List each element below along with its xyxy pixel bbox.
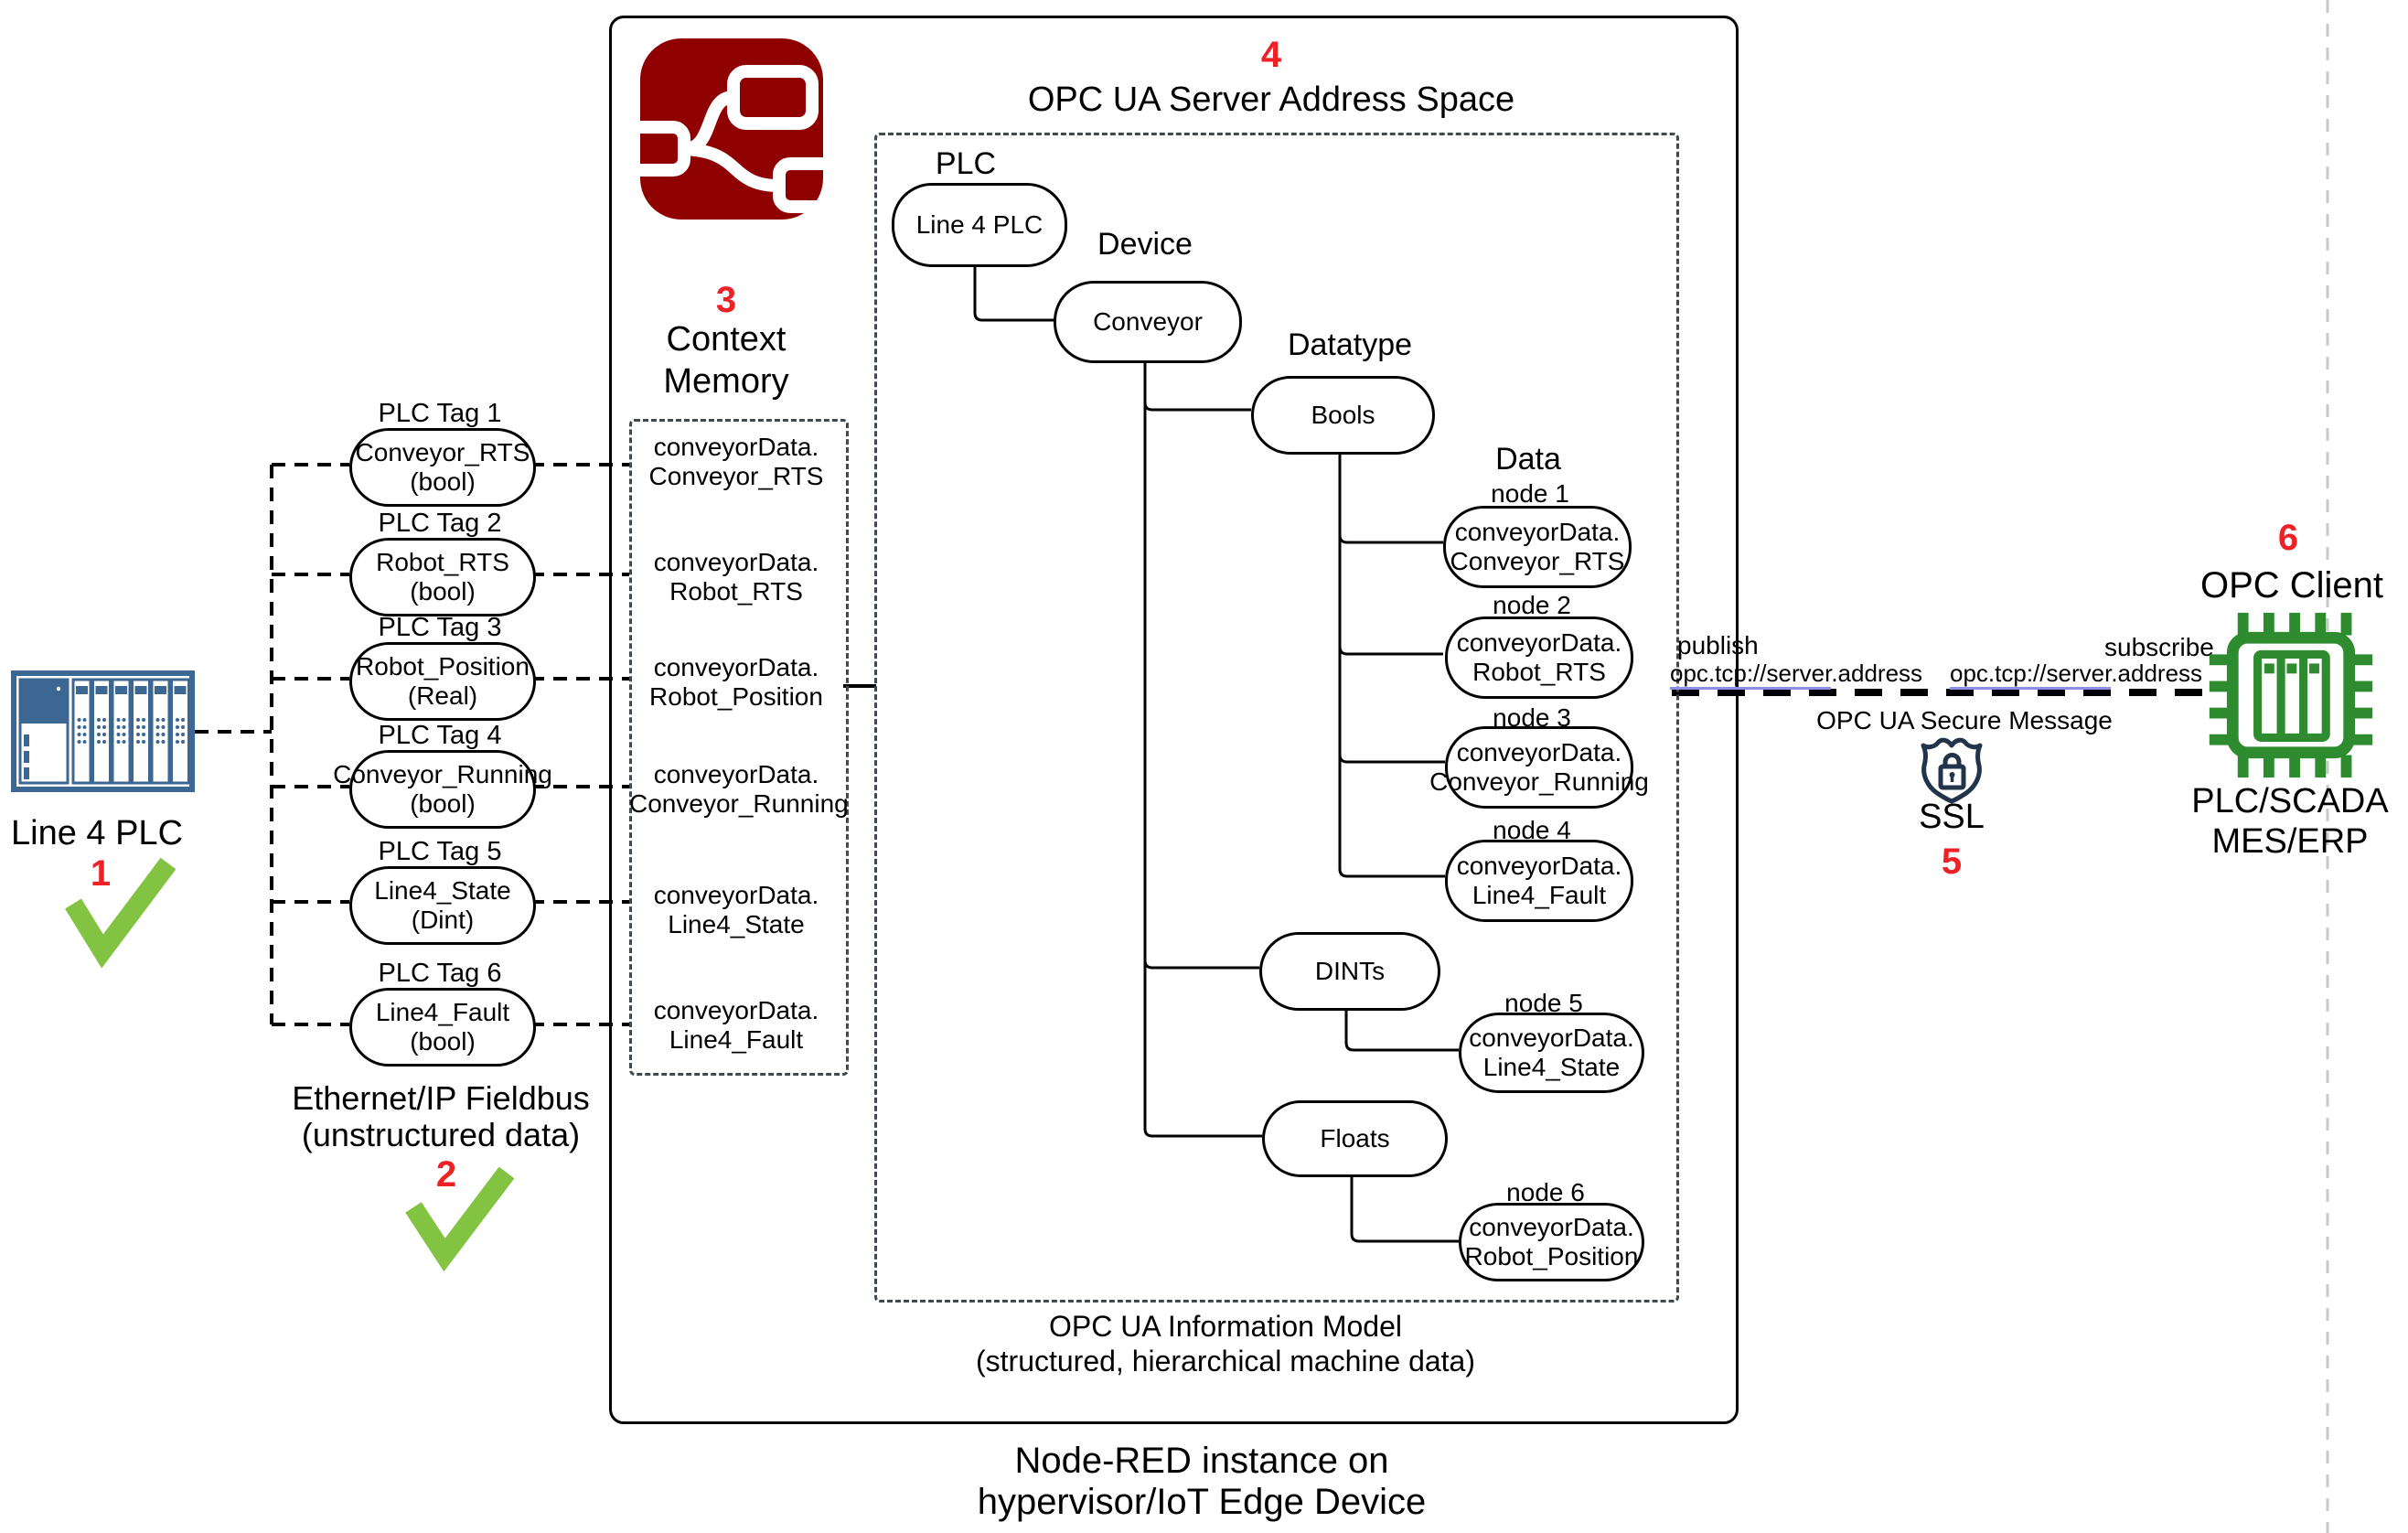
tree-label-datatype: Datatype — [1287, 327, 1413, 362]
tree-label-plc: PLC — [935, 146, 997, 181]
opc-client-title: OPC Client — [2199, 565, 2384, 606]
info-model-caption-line2: (structured, hierarchical machine data) — [975, 1345, 1476, 1378]
step-number-6: 6 — [2277, 518, 2299, 558]
info-model-caption-line1: OPC UA Information Model — [1049, 1310, 1402, 1343]
client-caption-line1: PLC/SCADA — [2191, 782, 2389, 820]
tree-node-bools: Bools — [1251, 376, 1435, 455]
context-entry-4: conveyorData. Conveyor_Running — [629, 760, 849, 818]
data-node-2: conveyorData. Robot_RTS — [1445, 616, 1633, 699]
opc-client-chip-icon — [2209, 612, 2373, 778]
step-number-3: 3 — [715, 280, 737, 320]
context-memory-box — [629, 419, 849, 1076]
step-number-5: 5 — [1941, 842, 1963, 882]
tree-connectors — [973, 262, 1459, 1243]
context-entry-3: conveyorData. Robot_Position — [649, 653, 823, 711]
context-entry-6: conveyorData. Line4_Fault — [653, 996, 819, 1054]
plc-module-dots — [77, 718, 185, 744]
tag-label-1: PLC Tag 1 — [378, 399, 502, 428]
data-node-label-1: node 1 — [1491, 479, 1569, 508]
checkmark-icon-fieldbus — [405, 1166, 515, 1272]
client-caption-line2: MES/ERP — [2211, 822, 2369, 861]
data-node-label-4: node 4 — [1493, 816, 1571, 844]
data-node-4: conveyorData. Line4_Fault — [1445, 840, 1633, 922]
tree-label-device: Device — [1097, 227, 1193, 262]
tag-node-5: Line4_State (Dint) — [349, 866, 536, 945]
tree-node-dints: DINTs — [1259, 932, 1440, 1011]
fieldbus-caption-line1: Ethernet/IP Fieldbus — [292, 1079, 590, 1117]
secure-message-label: OPC UA Secure Message — [1816, 706, 2113, 734]
instance-caption-line2: hypervisor/IoT Edge Device — [977, 1482, 1427, 1522]
tree-node-conveyor: Conveyor — [1054, 281, 1242, 363]
subscribe-address-link[interactable]: opc.tcp://server.address — [1950, 659, 2202, 690]
tree-node-floats: Floats — [1262, 1100, 1448, 1177]
step-number-4: 4 — [1260, 35, 1282, 75]
ssl-label: SSL — [1919, 798, 1985, 836]
plc-rack-icon — [11, 670, 195, 792]
address-space-title: OPC UA Server Address Space — [1027, 80, 1515, 119]
context-memory-title-line1: Context — [666, 320, 787, 359]
context-entry-2: conveyorData. Robot_RTS — [653, 548, 819, 606]
tag-label-3: PLC Tag 3 — [378, 613, 502, 642]
tree-label-data: Data — [1495, 442, 1561, 477]
ssl-shield-lock-icon — [1921, 737, 1983, 804]
data-node-label-5: node 5 — [1504, 989, 1583, 1017]
opc-ua-address-space-box — [874, 133, 1679, 1303]
tag-node-4: Conveyor_Running (bool) — [333, 750, 552, 829]
step-number-2: 2 — [435, 1154, 457, 1195]
data-node-label-2: node 2 — [1493, 591, 1571, 619]
tag-node-3: Robot_Position (Real) — [349, 642, 536, 721]
data-node-5: conveyorData. Line4_State — [1459, 1013, 1644, 1093]
tag-label-6: PLC Tag 6 — [378, 959, 502, 988]
tag-node-1: Conveyor_RTS (bool) — [349, 428, 536, 507]
step-number-1: 1 — [90, 853, 112, 894]
subscribe-label: subscribe — [2104, 633, 2214, 661]
data-node-1: conveyorData. Conveyor_RTS — [1443, 506, 1632, 588]
tag-node-2: Robot_RTS (bool) — [349, 538, 536, 616]
instance-caption-line1: Node-RED instance on — [1014, 1441, 1389, 1481]
tag-label-4: PLC Tag 4 — [378, 721, 502, 750]
node-red-icon — [640, 38, 823, 220]
context-entry-1: conveyorData. Conveyor_RTS — [648, 433, 824, 490]
checkmark-icon-plc — [65, 857, 177, 969]
plc-title: Line 4 PLC — [10, 814, 184, 852]
context-memory-title-line2: Memory — [663, 362, 789, 401]
tree-node-line4plc: Line 4 PLC — [892, 183, 1067, 267]
data-node-6: conveyorData. Robot_Position — [1459, 1203, 1644, 1281]
tag-label-5: PLC Tag 5 — [378, 837, 502, 866]
data-node-3: conveyorData. Conveyor_Running — [1429, 726, 1649, 809]
publish-label: publish — [1677, 631, 1759, 659]
tag-label-2: PLC Tag 2 — [378, 509, 502, 538]
data-node-label-6: node 6 — [1506, 1178, 1585, 1206]
fieldbus-caption-line2: (unstructured data) — [301, 1116, 581, 1153]
publish-address-link[interactable]: opc.tcp://server.address — [1670, 659, 1922, 690]
fieldbus-dashed-connectors — [195, 463, 629, 1026]
node-red-instance-box — [609, 16, 1739, 1424]
tag-node-6: Line4_Fault (bool) — [349, 988, 536, 1067]
context-entry-5: conveyorData. Line4_State — [653, 881, 819, 938]
